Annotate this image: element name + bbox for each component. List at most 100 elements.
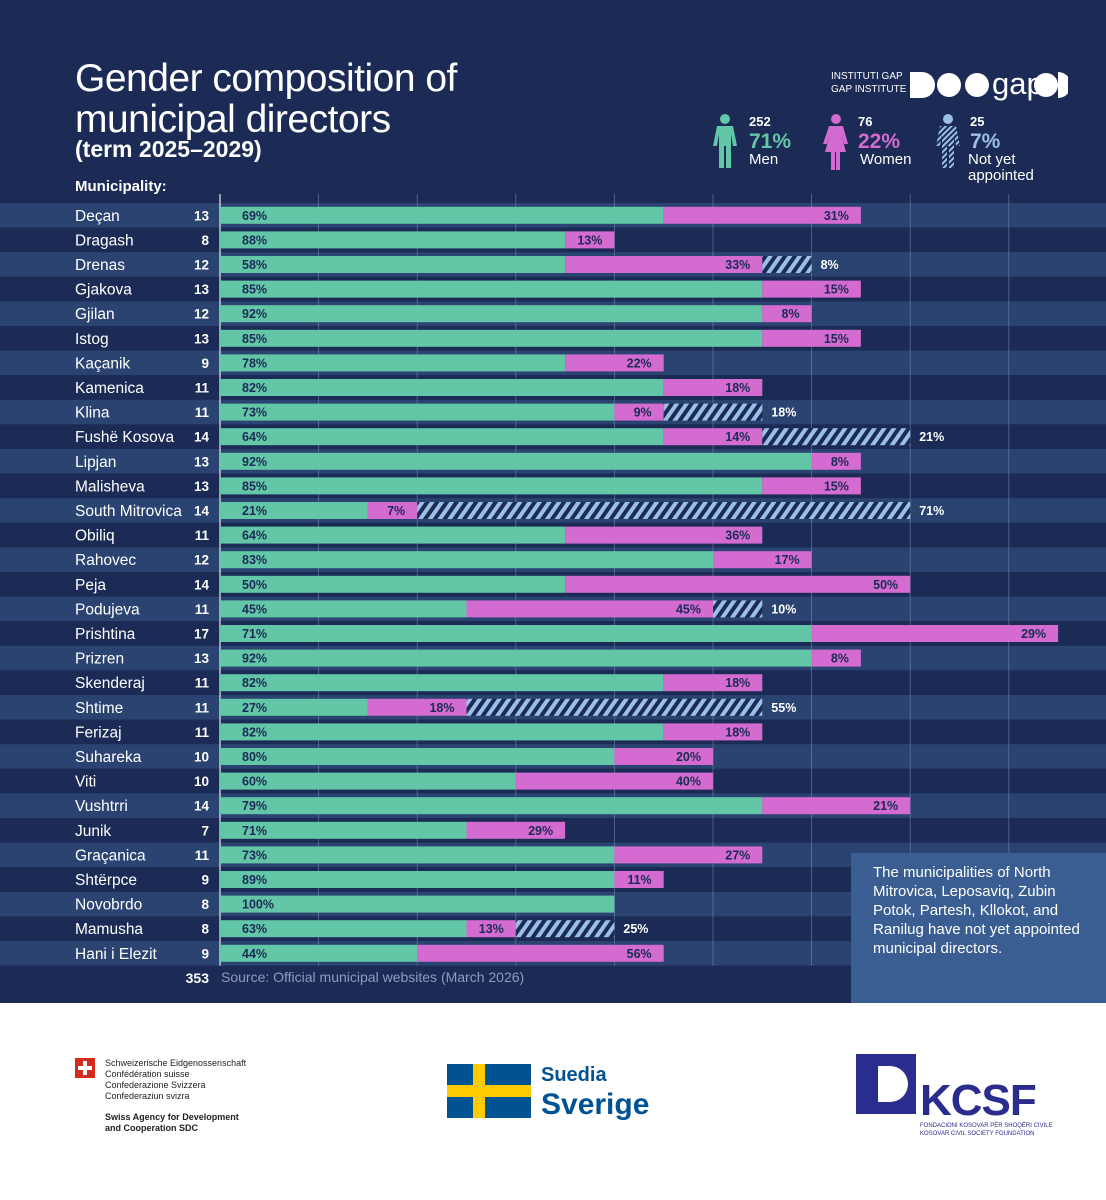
bar-men-label: 85% (242, 332, 267, 346)
bar-vacant (762, 256, 812, 273)
bar-men (220, 821, 467, 839)
swiss-line-1: Schweizerische Eidgenossenschaft (105, 1058, 247, 1068)
bar-women-label: 9% (634, 406, 652, 420)
bar-women (762, 280, 861, 298)
director-total: 10 (194, 774, 209, 789)
director-total: 12 (194, 307, 209, 322)
bar-women-label: 15% (824, 283, 849, 297)
org-name: INSTITUTI GAP GAP INSTITUTE (831, 70, 906, 96)
bar-men-label: 92% (242, 455, 267, 469)
bar-women (762, 477, 861, 495)
bar-men (220, 674, 664, 692)
bar-men-label: 85% (242, 479, 267, 493)
bar-men-label: 82% (242, 725, 267, 739)
sweden-text-swedish: Sverige (541, 1088, 650, 1121)
bar-men (220, 625, 812, 642)
bar-women-label: 29% (528, 824, 553, 838)
bar-men (220, 329, 763, 347)
bar-men (220, 280, 763, 298)
bar-men-label: 88% (242, 233, 267, 247)
director-total: 13 (194, 331, 210, 346)
bar-men (220, 403, 615, 421)
sweden-flag-icon (447, 1064, 531, 1118)
bar-women (663, 674, 763, 692)
bar-men (220, 354, 566, 372)
legend-women-count: 76 (858, 114, 873, 129)
municipality-label: Ferizaj (75, 724, 122, 741)
swiss-line-3: Confederazione Svizzera (105, 1080, 206, 1090)
municipality-label: Shtime (75, 700, 123, 717)
municipality-label: Peja (75, 577, 106, 594)
bar-vacant-label: 8% (821, 258, 839, 272)
bar-men-label: 82% (242, 676, 267, 690)
bar-men (220, 772, 516, 790)
bar-men-label: 92% (242, 652, 267, 666)
bar-vacant-label: 21% (919, 430, 944, 444)
director-total: 12 (194, 258, 209, 273)
director-total: 8 (201, 897, 209, 912)
bar-women-label: 45% (676, 602, 701, 616)
swiss-flag-icon (75, 1058, 95, 1078)
municipality-column-header: Municipality: (75, 178, 167, 195)
bar-men-label: 82% (242, 381, 267, 395)
bar-women-label: 20% (676, 750, 701, 764)
bar-women-label: 18% (725, 676, 750, 690)
municipality-label: Mamusha (75, 921, 143, 938)
bar-women (811, 649, 861, 667)
director-total: 12 (194, 553, 209, 568)
kcsf-mark-icon (856, 1054, 916, 1114)
bar-women-label: 29% (1021, 627, 1046, 641)
bar-men-label: 79% (242, 799, 267, 813)
bar-men (220, 944, 418, 962)
bar-women-label: 18% (429, 701, 454, 715)
bar-men (220, 231, 566, 249)
bar-men (220, 551, 713, 569)
bar-men-label: 89% (242, 873, 267, 887)
bar-women (565, 256, 763, 273)
bar-women-label: 36% (725, 529, 750, 543)
municipality-label: Graçanica (75, 847, 146, 864)
municipality-label: Kaçanik (75, 355, 130, 372)
bar-women (663, 379, 763, 396)
director-total: 17 (194, 627, 209, 642)
legend-men-label: Men (749, 151, 779, 168)
bar-men-label: 69% (242, 209, 267, 223)
bar-men-label: 83% (242, 553, 267, 567)
bar-men-label: 73% (242, 848, 267, 862)
bar-women-label: 8% (782, 307, 800, 321)
bar-women (811, 452, 861, 470)
bar-women-label: 18% (725, 381, 750, 395)
director-total: 14 (194, 504, 210, 519)
bar-women (762, 329, 861, 347)
municipality-label: South Mitrovica (75, 503, 182, 520)
bar-men (220, 600, 467, 618)
bar-men (220, 797, 763, 815)
municipality-label: Gjakova (75, 282, 132, 299)
municipality-label: Junik (75, 823, 111, 840)
bar-men (220, 846, 615, 864)
bar-men (220, 206, 664, 224)
bar-men-label: 21% (242, 504, 267, 518)
bar-men (220, 428, 664, 446)
legend-women-label: Women (860, 151, 912, 168)
director-total: 10 (194, 750, 209, 765)
municipality-label: Novobrdo (75, 897, 142, 914)
director-total: 8 (201, 922, 209, 937)
bar-men-label: 71% (242, 627, 267, 641)
bar-vacant-label: 55% (771, 701, 796, 715)
gap-logo: gap (908, 66, 1071, 107)
municipality-label: Fushë Kosova (75, 429, 174, 446)
bar-men-label: 85% (242, 283, 267, 297)
bar-men-label: 44% (242, 947, 267, 961)
kcsf-subtitle-line-1: FONDACIONI KOSOVAR PËR SHOQËRI CIVILE (920, 1123, 1053, 1129)
swiss-agency-text: Swiss Agency for Development and Coopera… (105, 1112, 305, 1134)
bar-women-label: 22% (627, 356, 652, 370)
page-subtitle: (term 2025–2029) (75, 136, 262, 162)
bar-men (220, 895, 615, 913)
man-icon (713, 114, 737, 168)
bar-women-label: 56% (627, 947, 652, 961)
title-line-1: Gender composition of (75, 57, 457, 100)
bar-women (466, 920, 516, 938)
bar-vacant-label: 18% (771, 406, 796, 420)
bar-men (220, 871, 615, 888)
